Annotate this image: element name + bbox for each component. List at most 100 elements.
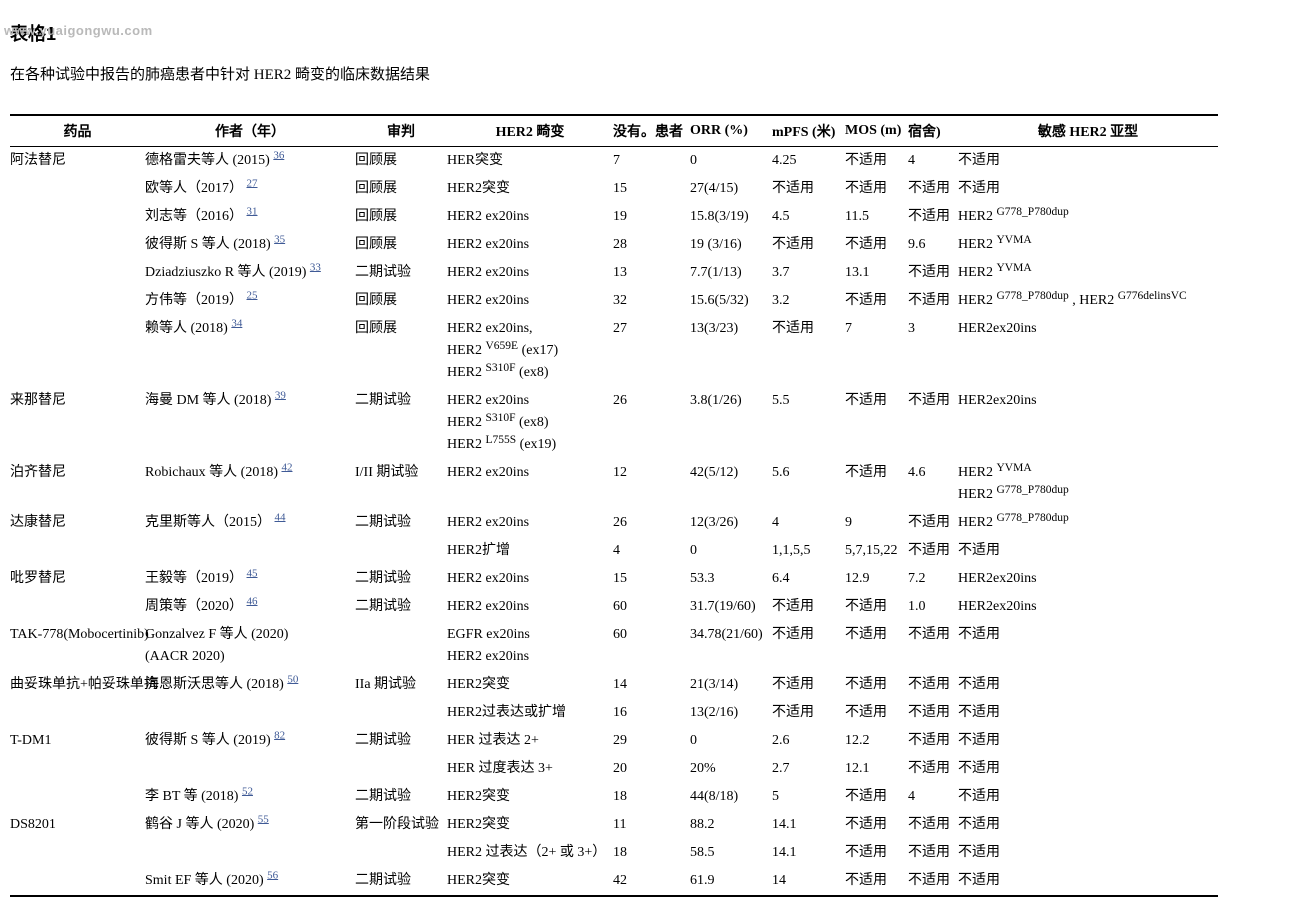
- cell-aberration: HER2突变: [447, 783, 613, 811]
- reference-link[interactable]: 46: [246, 595, 258, 608]
- cell-text: HER2: [958, 265, 997, 280]
- cell-author: 鹤谷 J 等人 (2020) 55: [145, 811, 355, 839]
- table-row: HER2过表达或扩增 16 13(2/16) 不适用 不适用 不适用 不适用: [10, 699, 1218, 727]
- column-header-drug: 药品: [63, 125, 92, 140]
- table-row: 欧等人（2017） 27 回顾展 HER2突变 15 27(4/15) 不适用 不适用 不适用…: [10, 175, 1218, 203]
- table-row: HER2 过表达（2+ 或 3+） 18 58.5 14.1 不适用 不适用 不适用: [10, 839, 1218, 867]
- cell-orr: 15.8(3/19): [690, 203, 772, 231]
- cell-drug: [10, 315, 145, 387]
- cell-subtype: HER2ex20ins: [958, 593, 1218, 621]
- cell-text: HER2 过表达（2+ 或 3+）: [447, 845, 607, 860]
- cell-text: 20: [613, 761, 627, 776]
- cell-text: 29: [613, 733, 627, 748]
- cell-orr: 31.7(19/60): [690, 593, 772, 621]
- cell-text: IIa 期试验: [355, 677, 417, 692]
- variant-superscript: G776delinsVC: [1117, 290, 1187, 302]
- cell-dor: 不适用: [908, 755, 958, 783]
- cell-mos: 不适用: [845, 287, 908, 315]
- cell-orr: 53.3: [690, 565, 772, 593]
- cell-text: 不适用: [958, 761, 1000, 776]
- cell-subtype: HER2 G778_P780dup: [958, 509, 1218, 537]
- cell-text: (ex19): [516, 437, 557, 452]
- column-header-dor: 宿舍): [908, 125, 941, 140]
- cell-text: HER2 ex20ins: [447, 571, 530, 586]
- cell-orr: 61.9: [690, 867, 772, 896]
- reference-link[interactable]: 44: [274, 511, 286, 524]
- cell-text: HER2ex20ins: [958, 571, 1037, 586]
- cell-trial: [355, 839, 447, 867]
- reference-link[interactable]: 34: [231, 317, 243, 330]
- cell-text: 不适用: [772, 181, 814, 196]
- cell-text: HER2: [958, 465, 997, 480]
- reference-link[interactable]: 42: [281, 461, 293, 474]
- cell-subtype: HER2 YVMA HER2 G778_P780dup: [958, 459, 1218, 509]
- cell-patients: 4: [613, 537, 690, 565]
- cell-text: 26: [613, 515, 627, 530]
- cell-mos: 不适用: [845, 621, 908, 671]
- reference-link[interactable]: 82: [274, 729, 286, 742]
- reference-link[interactable]: 55: [257, 813, 269, 826]
- cell-patients: 18: [613, 839, 690, 867]
- cell-author: [145, 537, 355, 565]
- cell-text: HER2: [447, 343, 486, 358]
- cell-dor: 不适用: [908, 727, 958, 755]
- cell-text: 26: [613, 393, 627, 408]
- table-row: DS8201 鹤谷 J 等人 (2020) 55 第一阶段试验 HER2突变 11 88.…: [10, 811, 1218, 839]
- cell-text: 二期试验: [355, 733, 411, 748]
- cell-drug: [10, 287, 145, 315]
- cell-mos: 不适用: [845, 459, 908, 509]
- cell-aberration: HER2突变: [447, 175, 613, 203]
- reference-link[interactable]: 36: [273, 149, 285, 162]
- cell-text: 不适用: [908, 265, 950, 280]
- clinical-data-table: 药品 作者（年） 审判 HER2 畸变 没有。患者 ORR (%) mPFS (米) MOS …: [10, 114, 1218, 897]
- cell-dor: 4: [908, 783, 958, 811]
- cell-dor: 不适用: [908, 811, 958, 839]
- cell-text: 16: [613, 705, 627, 720]
- cell-text: HER2 ex20ins: [447, 265, 530, 280]
- reference-link[interactable]: 35: [274, 233, 286, 246]
- cell-dor: 不适用: [908, 621, 958, 671]
- cell-text: 海曼 DM 等人 (2018): [145, 393, 275, 408]
- cell-text: 14: [772, 873, 786, 888]
- cell-text: (ex17): [518, 343, 559, 358]
- cell-text: 彼得斯 S 等人 (2019): [145, 733, 275, 748]
- cell-text: 5.5: [772, 393, 790, 408]
- column-header-mos: MOS (m): [845, 123, 902, 138]
- reference-link[interactable]: 45: [246, 567, 258, 580]
- cell-drug: [10, 175, 145, 203]
- cell-aberration: HER2 ex20ins: [447, 287, 613, 315]
- cell-text: 二期试验: [355, 393, 411, 408]
- cell-text: 不适用: [845, 677, 887, 692]
- cell-text: 12(3/26): [690, 515, 739, 530]
- cell-text: 不适用: [908, 677, 950, 692]
- cell-trial: [355, 621, 447, 671]
- cell-subtype: 不适用: [958, 867, 1218, 896]
- cell-text: 0: [690, 733, 697, 748]
- reference-link[interactable]: 52: [241, 785, 253, 798]
- cell-text: T-DM1: [10, 733, 52, 748]
- reference-link[interactable]: 27: [246, 177, 258, 190]
- cell-dor: 不适用: [908, 175, 958, 203]
- cell-drug: 阿法替尼: [10, 147, 145, 176]
- cell-text: 60: [613, 627, 627, 642]
- cell-text: 不适用: [845, 705, 887, 720]
- reference-link[interactable]: 33: [309, 261, 321, 274]
- cell-patients: 13: [613, 259, 690, 287]
- cell-author: 王毅等（2019） 45: [145, 565, 355, 593]
- cell-text: 不适用: [772, 677, 814, 692]
- cell-text: 0: [690, 543, 697, 558]
- variant-superscript: L755S: [485, 434, 517, 446]
- reference-link[interactable]: 31: [246, 205, 258, 218]
- cell-text: 二期试验: [355, 873, 411, 888]
- cell-text: 回顾展: [355, 209, 397, 224]
- reference-link[interactable]: 56: [267, 869, 279, 882]
- reference-link[interactable]: 50: [287, 673, 299, 686]
- reference-link[interactable]: 39: [274, 389, 286, 402]
- cell-orr: 21(3/14): [690, 671, 772, 699]
- cell-text: 14.1: [772, 817, 797, 832]
- cell-text: HER2过表达或扩增: [447, 705, 566, 720]
- cell-trial: [355, 699, 447, 727]
- variant-superscript: YVMA: [996, 262, 1032, 274]
- cell-trial: 二期试验: [355, 867, 447, 896]
- reference-link[interactable]: 25: [246, 289, 258, 302]
